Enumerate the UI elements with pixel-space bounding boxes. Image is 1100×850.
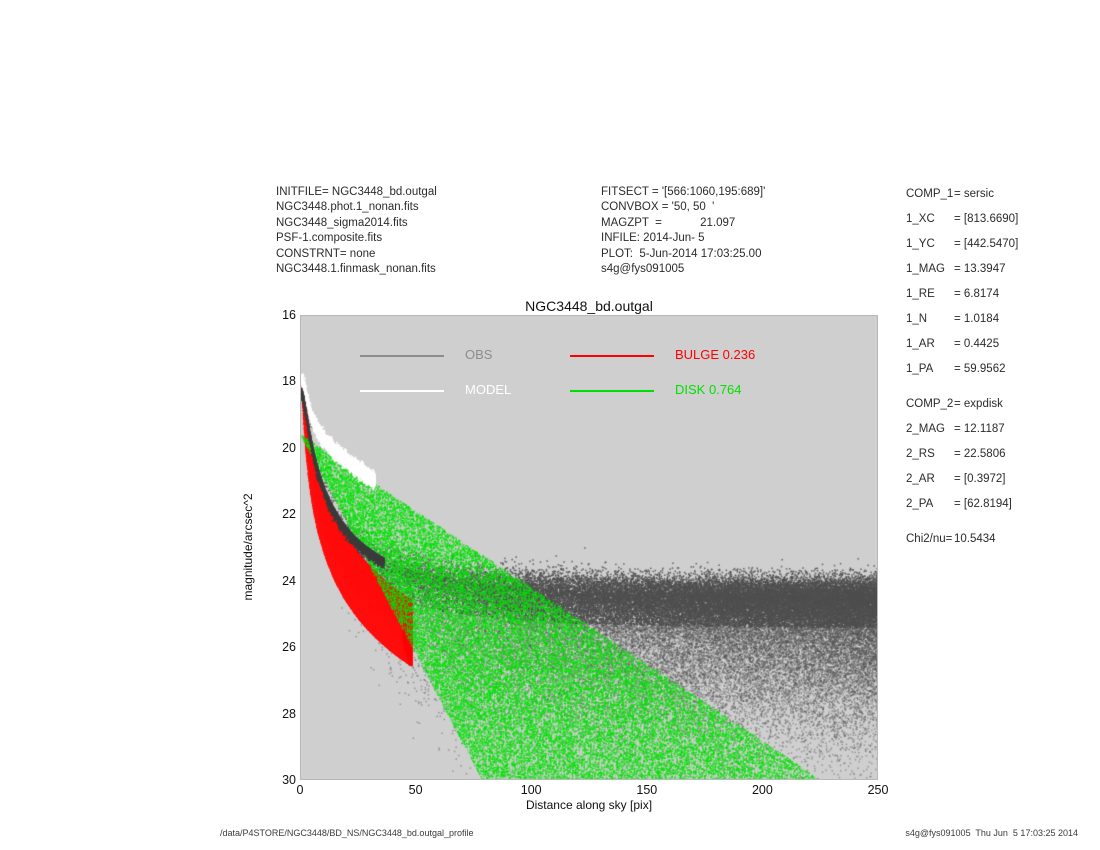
param-value: = [442.5470] — [954, 238, 1019, 250]
param-key: 1_RE — [906, 288, 935, 300]
plot-title: NGC3448_bd.outgal — [525, 298, 653, 314]
param-key: 1_YC — [906, 238, 935, 250]
x-axis-ticks: 0 50 100 150 200 250 — [296, 783, 889, 803]
header-fitsect-block: FITSECT = '[566:1060,195:689]' CONVBOX =… — [601, 186, 766, 276]
scatter-canvas — [300, 315, 878, 780]
x-tick-label: 50 — [408, 783, 423, 797]
y-axis-label: magnitude/arcsec^2 — [241, 493, 255, 601]
y-tick-label: 20 — [282, 440, 296, 455]
param-row: 2_AR = [0.3972] — [906, 473, 1018, 498]
param-key: 2_RS — [906, 448, 935, 460]
param-value: 10.5434 — [954, 533, 996, 545]
x-tick-label: 150 — [636, 783, 658, 797]
param-value: = 1.0184 — [954, 313, 1000, 325]
y-axis-ticks: 16 18 20 22 24 26 28 30 — [258, 308, 296, 787]
legend-bulge-label: BULGE 0.236 — [675, 347, 756, 362]
param-key: COMP_1 — [906, 188, 954, 200]
param-key: 2_AR — [906, 473, 935, 485]
x-tick-label: 100 — [520, 783, 542, 797]
legend-disk-label: DISK 0.764 — [675, 382, 742, 397]
param-value: = 13.3947 — [954, 263, 1006, 275]
param-value: = sersic — [954, 188, 994, 200]
y-tick-label: 26 — [282, 640, 296, 655]
param-row: 2_PA = [62.8194] — [906, 498, 1018, 523]
param-value: = 22.5806 — [954, 448, 1006, 460]
y-tick-label: 24 — [282, 573, 296, 588]
fit-parameter-list: COMP_1 = sersic 1_XC = [813.6690] 1_YC = [442… — [906, 188, 1018, 558]
param-key: 1_MAG — [906, 263, 945, 275]
param-row: 1_N = 1.0184 — [906, 313, 1018, 338]
x-tick-label: 200 — [751, 783, 773, 797]
x-tick-label: 250 — [867, 783, 889, 797]
legend-obs-label: OBS — [465, 347, 493, 362]
param-key: 1_N — [906, 313, 928, 325]
param-key: COMP_2 — [906, 398, 954, 410]
param-key: 1_AR — [906, 338, 935, 350]
param-key: Chi2/nu= — [906, 533, 953, 545]
param-key: 1_PA — [906, 363, 934, 375]
legend-bulge-line — [570, 355, 654, 357]
x-axis-label: Distance along sky [pix] — [525, 798, 653, 812]
param-row: Chi2/nu= 10.5434 — [906, 533, 1018, 558]
legend-disk-line — [570, 390, 654, 392]
param-value: = [62.8194] — [954, 498, 1012, 510]
param-value: = 59.9562 — [954, 363, 1006, 375]
param-row: 1_YC = [442.5470] — [906, 238, 1018, 263]
x-tick-label: 0 — [296, 783, 304, 797]
param-value: = expdisk — [954, 398, 1003, 410]
param-key: 2_MAG — [906, 423, 945, 435]
footer-user-timestamp: s4g@fys091005 Thu Jun 5 17:03:25 2014 — [905, 828, 1078, 838]
param-row: 1_XC = [813.6690] — [906, 213, 1018, 238]
y-tick-label: 22 — [282, 507, 296, 522]
param-key: 2_PA — [906, 498, 934, 510]
param-row: 1_AR = 0.4425 — [906, 338, 1018, 363]
param-row: 2_MAG = 12.1187 — [906, 423, 1018, 448]
param-row: COMP_1 = sersic — [906, 188, 1018, 213]
legend-model-line — [360, 390, 444, 392]
legend-model-label: MODEL — [465, 382, 512, 397]
param-row: 1_MAG = 13.3947 — [906, 263, 1018, 288]
y-tick-label: 16 — [282, 308, 296, 322]
param-value: = 0.4425 — [954, 338, 1000, 350]
y-tick-label: 30 — [282, 773, 296, 787]
legend-obs-line — [360, 355, 444, 357]
header-initfile-block: INITFILE= NGC3448_bd.outgal NGC3448.phot… — [276, 186, 437, 276]
param-value: = 12.1187 — [954, 423, 1005, 435]
y-tick-label: 28 — [282, 706, 296, 721]
param-key: 1_XC — [906, 213, 935, 225]
param-row: COMP_2 = expdisk — [906, 398, 1018, 423]
y-tick-label: 18 — [282, 374, 296, 389]
param-row: 1_RE = 6.8174 — [906, 288, 1018, 313]
param-row: 1_PA = 59.9562 — [906, 363, 1018, 388]
param-value: = [0.3972] — [954, 473, 1006, 485]
param-value: = [813.6690] — [954, 213, 1019, 225]
footer-path: /data/P4STORE/NGC3448/BD_NS/NGC3448_bd.o… — [220, 828, 474, 838]
param-value: = 6.8174 — [954, 288, 1000, 300]
plot-canvas: OBS MODEL BULGE 0.236 DISK 0.764 — [300, 315, 878, 780]
param-row: 2_RS = 22.5806 — [906, 448, 1018, 473]
